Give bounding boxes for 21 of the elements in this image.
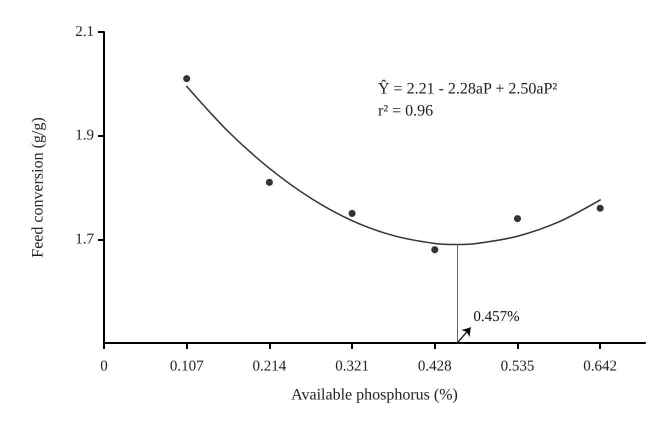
ref-line-label: 0.457% <box>473 308 520 325</box>
y-tick-label: 2.1 <box>75 24 94 40</box>
x-tick-label: 0.214 <box>252 358 287 374</box>
point <box>596 204 604 212</box>
x-tick-label: 0.535 <box>500 358 534 374</box>
point <box>183 75 190 82</box>
point <box>266 178 273 186</box>
x-tick-label: 0.642 <box>583 358 618 374</box>
y-tick-label: 1.9 <box>75 128 94 144</box>
x-tick-label: 0 <box>100 358 108 374</box>
y-tick-label: 1.7 <box>75 231 94 248</box>
x-tick-label: 0.107 <box>170 358 204 374</box>
point <box>514 215 521 222</box>
point <box>431 246 438 254</box>
point <box>348 210 356 217</box>
annotation: Ŷ = 2.21 - 2.28aP + 2.50aP² <box>378 80 558 98</box>
annotation: r² = 0.96 <box>378 102 434 120</box>
x-tick-label: 0.321 <box>335 358 369 374</box>
y-axis-title: Feed conversion (g/g) <box>30 117 46 258</box>
x-tick-label: 0.428 <box>418 358 452 374</box>
x-axis-title: Available phosphorus (%) <box>291 386 458 404</box>
